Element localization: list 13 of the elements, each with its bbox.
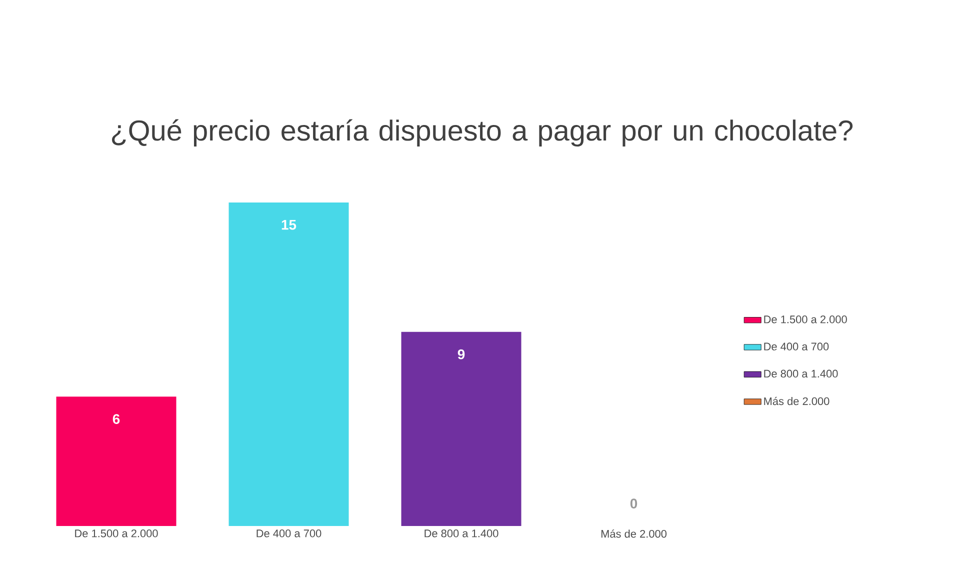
x-tick-label: Más de 2.000	[601, 530, 667, 538]
data-label: 9	[458, 349, 465, 360]
data-label: 15	[282, 220, 296, 230]
legend-label: De 400 a 700	[764, 342, 829, 350]
chart-title: ¿Qué precio estaría dispuesto a pagar por un chocolate?	[112, 119, 853, 146]
legend-label: De 1.500 a 2.000	[764, 316, 847, 324]
x-tick-label: De 800 a 1.400	[424, 530, 498, 538]
x-tick-label: De 1.500 a 2.000	[75, 530, 158, 538]
data-label: 6	[112, 414, 120, 424]
legend-label: De 800 a 1.400	[764, 370, 838, 378]
legend-label: Más de 2.000	[764, 396, 830, 406]
data-label: 0	[630, 498, 638, 508]
x-tick-label: De 400 a 700	[256, 530, 322, 538]
